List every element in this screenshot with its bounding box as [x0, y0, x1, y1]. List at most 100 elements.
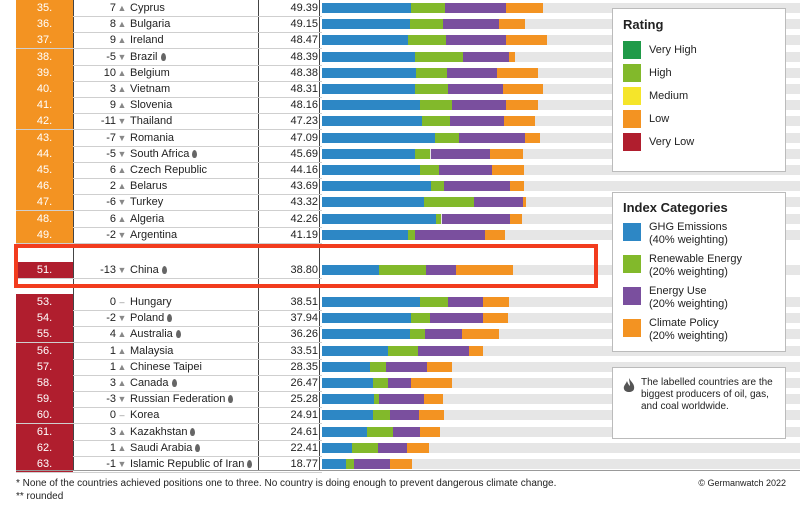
bar-segment-energy-use — [387, 378, 411, 388]
country-label: Brazil — [130, 50, 158, 63]
table-row: 57. 1 ▲ Chinese Taipei 28.35 — [0, 358, 800, 375]
table-row: 48. 6 ▲ Algeria 42.26 — [0, 210, 800, 227]
country-name: Chinese Taipei — [130, 359, 260, 375]
bar-segment-climate-policy — [503, 116, 535, 127]
highlight-box-china — [14, 244, 598, 288]
bar-segment-ghg-emissions — [322, 148, 416, 159]
bar-segment-energy-use — [377, 442, 407, 453]
table-row: 36. 8 ▲ Bulgaria 49.15 — [0, 16, 800, 33]
arrow-down-icon: ▼ — [117, 459, 127, 469]
bar-segment-ghg-emissions — [322, 100, 420, 111]
category-weight: (40% weighting) — [649, 234, 728, 246]
bar-segment-energy-use — [393, 426, 421, 437]
arrow-up-icon: ▲ — [117, 426, 127, 437]
bar-track — [322, 442, 800, 453]
bar-segment-energy-use — [441, 213, 510, 224]
table-row: 39. 10 ▲ Belgium 48.38 — [0, 64, 800, 81]
bar-segment-ghg-emissions — [322, 213, 436, 224]
bar-track — [322, 148, 800, 159]
country-label: China — [130, 264, 159, 276]
rank-change: -6 — [106, 196, 116, 209]
rank-cell: 56. — [16, 342, 73, 359]
column-divider — [319, 0, 320, 470]
table-row: 59. -3 ▼ Russian Federation 25.28 — [0, 391, 800, 408]
rank-cell: 57. — [16, 358, 73, 375]
bar-track — [322, 378, 800, 388]
bar-segment-energy-use — [414, 229, 485, 240]
bar-segment-energy-use — [447, 84, 504, 94]
bar-segment-ghg-emissions — [322, 116, 422, 127]
score-value: 18.77 — [290, 458, 318, 470]
bar-segment-renewable-energy — [407, 35, 447, 46]
rank-cell: 59. — [16, 391, 73, 408]
bar-segment-energy-use — [473, 197, 524, 208]
rank-change: 0 — [109, 296, 116, 308]
dash-icon: – — [119, 410, 125, 421]
country-label: Islamic Republic of Iran — [130, 458, 245, 470]
score-value: 41.19 — [290, 228, 318, 241]
bar-segment-renewable-energy — [430, 181, 445, 192]
bar-segment-renewable-energy — [435, 213, 442, 224]
bar-segment-energy-use — [446, 35, 507, 46]
flame-icon — [192, 149, 198, 158]
country-label: Turkey — [130, 196, 164, 209]
bar-track — [322, 67, 800, 78]
rank-cell: 41. — [16, 97, 73, 114]
row-divider — [16, 64, 322, 66]
ranking-table: 35. 7 ▲ Cyprus 49.39 36. 8 ▲ Bulgaria 49.15 37. 9 ▲ I… — [0, 0, 800, 473]
score-value: 48.47 — [290, 34, 318, 47]
bar-segment-ghg-emissions — [322, 361, 371, 372]
country-label: Argentina — [130, 228, 178, 241]
arrow-up-icon: ▲ — [117, 345, 127, 356]
category-weight: (20% weighting) — [649, 330, 728, 342]
bar-segment-renewable-energy — [419, 100, 452, 111]
category-weight: (20% weighting) — [649, 266, 728, 278]
bar-track — [322, 426, 800, 437]
country-label: Ireland — [130, 34, 164, 47]
row-divider — [16, 423, 322, 425]
rank-cell: 39. — [16, 64, 73, 81]
fossil-note-box: The labelled countries are the biggest p… — [612, 367, 786, 439]
rank-cell: 37. — [16, 32, 73, 49]
column-divider — [258, 0, 259, 470]
bar-segment-ghg-emissions — [322, 84, 416, 94]
bar-segment-renewable-energy — [410, 3, 445, 13]
bar-track — [322, 410, 800, 421]
rank-cell: 49. — [16, 226, 73, 243]
dash-icon: – — [119, 297, 125, 307]
bar-segment-ghg-emissions — [322, 229, 408, 240]
flame-icon — [228, 395, 234, 404]
bar-segment-ghg-emissions — [322, 35, 408, 46]
row-divider — [16, 278, 322, 279]
country-name: Hungary — [130, 294, 260, 310]
bar-segment-ghg-emissions — [322, 132, 435, 143]
country-label: Kazakhstan — [130, 425, 188, 438]
country-name: Thailand — [130, 113, 260, 129]
arrow-up-icon: ▲ — [117, 19, 127, 30]
bar-segment-climate-policy — [484, 229, 505, 240]
country-name: Ireland — [130, 32, 260, 48]
arrow-up-icon: ▲ — [117, 35, 127, 46]
bar-segment-ghg-emissions — [322, 51, 416, 62]
category-name: GHG Emissions — [649, 221, 728, 233]
bar-segment-renewable-energy — [370, 361, 386, 372]
category-label: Energy Use (20% weighting) — [649, 285, 728, 311]
bar-segment-ghg-emissions — [322, 3, 411, 13]
flame-icon — [247, 460, 253, 468]
bar-segment-climate-policy — [510, 181, 525, 192]
footnote-2: ** rounded — [16, 491, 64, 502]
rank-cell: 53. — [16, 294, 73, 310]
bar-segment-renewable-energy — [387, 345, 419, 356]
category-name: Renewable Energy — [649, 253, 742, 265]
table-row: 46. 2 ▲ Belarus 43.69 — [0, 178, 800, 195]
bar-segment-energy-use — [385, 361, 427, 372]
rank-cell: 45. — [16, 162, 73, 178]
row-divider — [16, 310, 322, 311]
rank-change: -13 — [100, 264, 116, 276]
column-divider — [73, 0, 74, 470]
bar-segment-renewable-energy — [415, 51, 463, 62]
rank-change: 8 — [109, 18, 116, 31]
bar-track — [322, 229, 800, 240]
row-divider — [16, 242, 322, 244]
bar-segment-climate-policy — [506, 35, 548, 46]
